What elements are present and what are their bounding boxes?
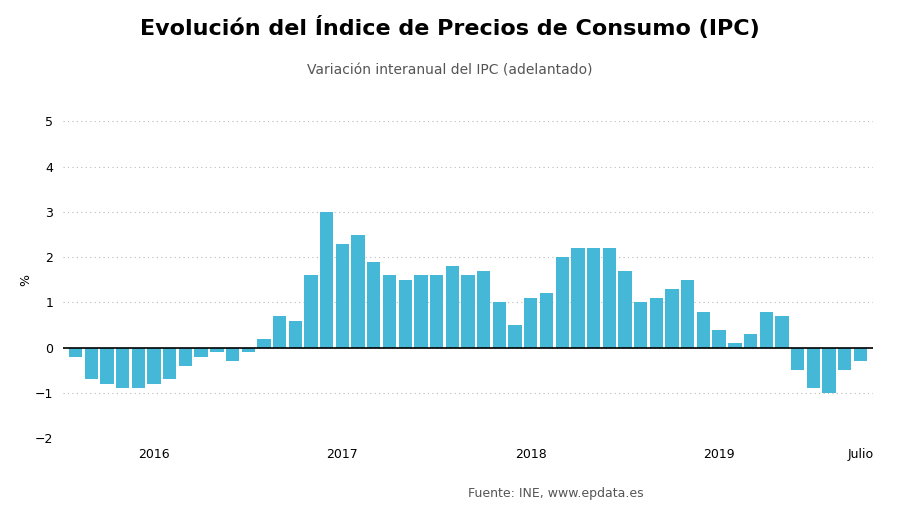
Bar [508,325,522,348]
Bar [148,348,161,384]
Bar [697,312,710,348]
Bar [618,271,632,348]
Bar [351,234,364,348]
Bar [744,334,757,348]
Bar [163,348,176,380]
Bar [85,348,98,380]
Bar [823,348,836,393]
Bar [430,275,444,348]
Bar [587,248,600,348]
Bar [273,316,286,348]
Bar [69,348,82,357]
Bar [665,289,679,348]
Bar [477,271,490,348]
Bar [854,348,867,361]
Bar [257,338,271,348]
Bar [524,298,537,348]
Bar [289,320,302,348]
Bar [304,275,318,348]
Bar [728,343,742,348]
Bar [838,348,851,370]
Bar [100,348,113,384]
Bar [179,348,192,366]
Text: Fuente: INE, www.epdata.es: Fuente: INE, www.epdata.es [468,487,644,500]
Bar [572,248,585,348]
Bar [634,303,647,348]
Text: Evolución del Índice de Precios de Consumo (IPC): Evolución del Índice de Precios de Consu… [140,16,760,39]
Bar [713,329,725,348]
Bar [806,348,820,389]
Bar [320,212,333,348]
Bar [131,348,145,389]
Bar [414,275,427,348]
Text: Variación interanual del IPC (adelantado): Variación interanual del IPC (adelantado… [307,63,593,78]
Bar [775,316,788,348]
Bar [399,280,412,348]
Bar [462,275,474,348]
Y-axis label: %: % [19,274,32,286]
Bar [555,257,569,348]
Bar [211,348,223,352]
Bar [760,312,773,348]
Bar [336,243,349,348]
Bar [194,348,208,357]
Bar [603,248,616,348]
Bar [540,294,554,348]
Bar [367,262,381,348]
Bar [791,348,805,370]
Bar [382,275,396,348]
Bar [116,348,130,389]
Bar [446,266,459,348]
Bar [492,303,506,348]
Bar [241,348,255,352]
Bar [226,348,239,361]
Bar [681,280,695,348]
Bar [650,298,663,348]
